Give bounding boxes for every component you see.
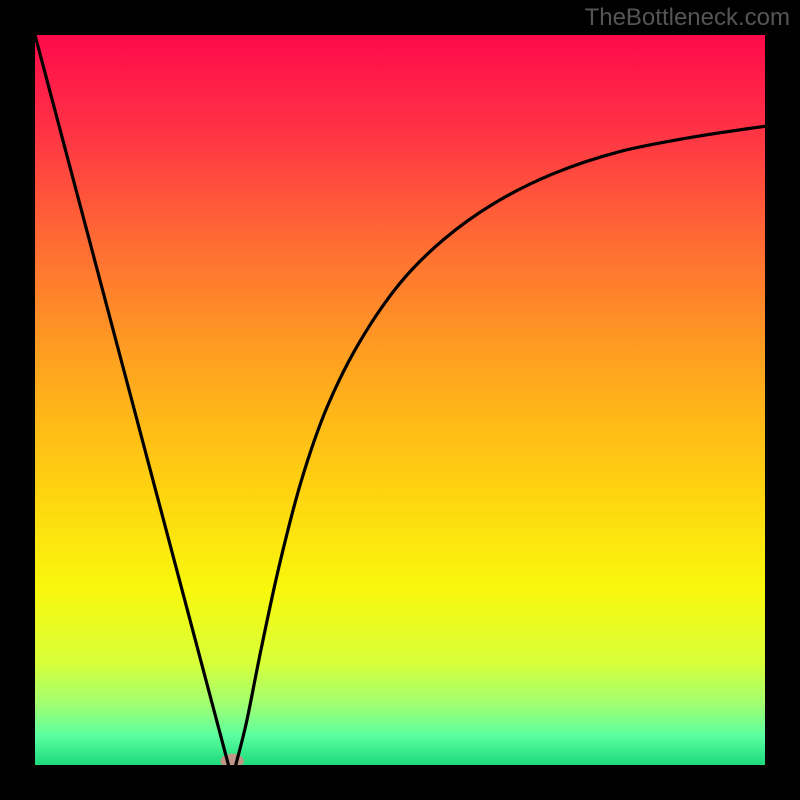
chart-svg bbox=[35, 35, 765, 765]
plot-area bbox=[35, 35, 765, 765]
watermark-text: TheBottleneck.com bbox=[585, 4, 790, 32]
